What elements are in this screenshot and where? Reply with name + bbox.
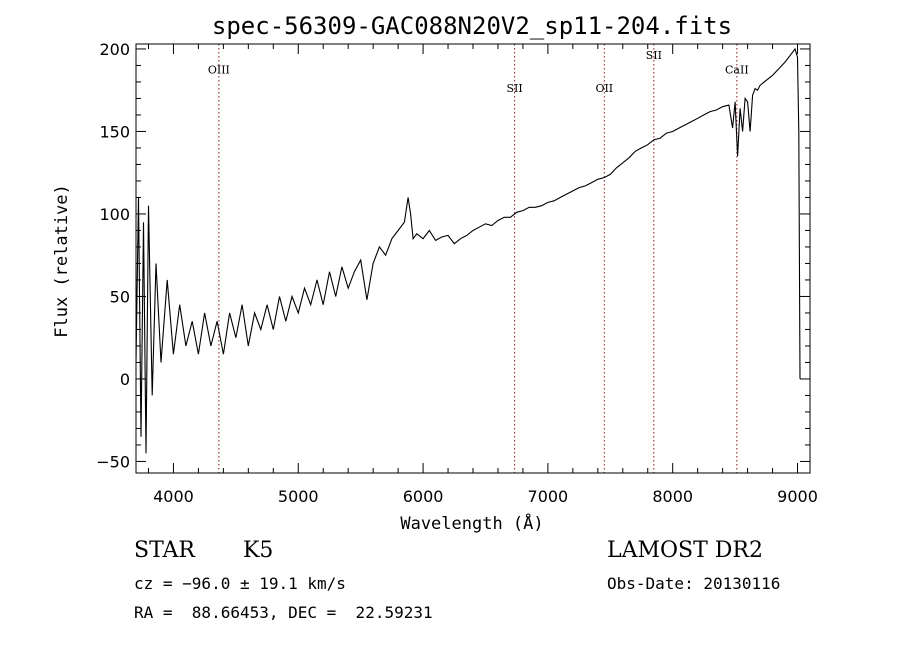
y-axis-label: Flux (relative) bbox=[52, 184, 72, 338]
line-label-3: SII bbox=[646, 49, 662, 62]
chart-title: spec-56309-GAC088N20V2_sp11-204.fits bbox=[212, 12, 732, 40]
survey-name: LAMOST DR2 bbox=[607, 538, 763, 563]
x-tick-label-0: 4000 bbox=[153, 487, 194, 506]
x-tick-label-2: 6000 bbox=[403, 487, 444, 506]
x-tick-label-3: 7000 bbox=[528, 487, 569, 506]
coordinates: RA = 88.66453, DEC = 22.59231 bbox=[134, 603, 433, 622]
observation-date: Obs-Date: 20130116 bbox=[607, 574, 781, 593]
y-tick-label-3: 100 bbox=[99, 205, 130, 224]
y-tick-label-1: 0 bbox=[120, 370, 130, 389]
object-class: STAR bbox=[134, 538, 195, 563]
line-label-0: OIII bbox=[208, 64, 230, 77]
y-tick-label-0: −50 bbox=[96, 452, 130, 471]
redshift-velocity: cz = −96.0 ± 19.1 km/s bbox=[134, 574, 346, 593]
plot-area: OIII SII OII SII CaII 4000 5000 6000 7000 8000 900… bbox=[96, 40, 818, 506]
line-label-4: CaII bbox=[725, 64, 749, 77]
plot-frame bbox=[135, 43, 811, 474]
spectrum-chart: spec-56309-GAC088N20V2_sp11-204.fits OII… bbox=[52, 12, 818, 534]
y-tick-label-5: 200 bbox=[99, 40, 130, 59]
x-axis-label: Wavelength (Å) bbox=[400, 512, 543, 534]
y-tick-label-4: 150 bbox=[99, 122, 130, 141]
x-tick-label-1: 5000 bbox=[278, 487, 319, 506]
y-tick-label-2: 50 bbox=[110, 287, 130, 306]
line-label-2: OII bbox=[595, 82, 613, 95]
spectrum-line bbox=[136, 47, 801, 454]
object-subclass: K5 bbox=[243, 538, 274, 563]
x-tick-label-5: 9000 bbox=[777, 487, 818, 506]
x-tick-label-4: 8000 bbox=[652, 487, 693, 506]
line-label-1: SII bbox=[506, 82, 522, 95]
